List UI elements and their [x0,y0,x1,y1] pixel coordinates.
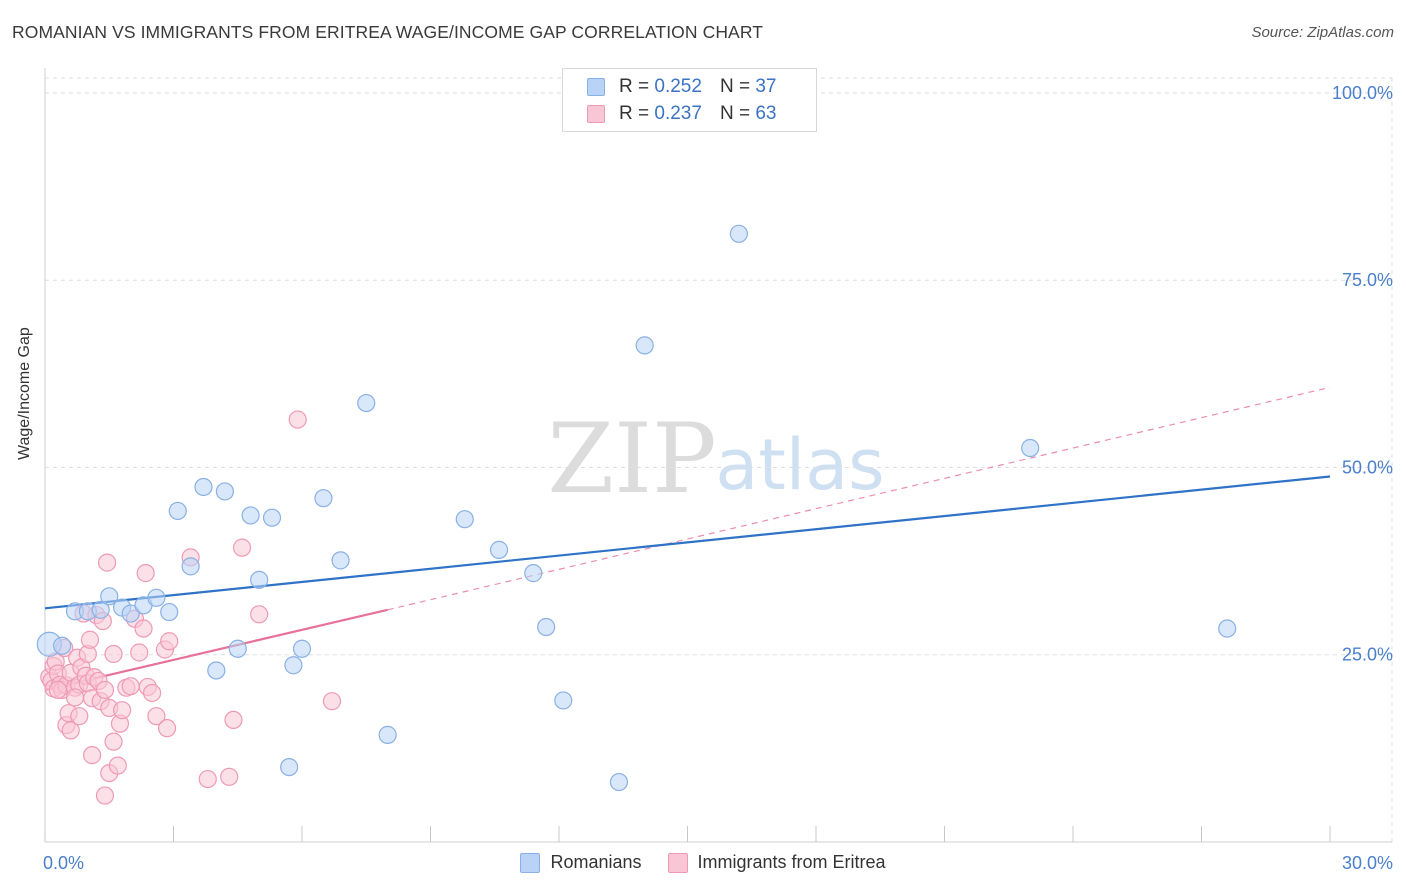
data-point-romanians [635,336,654,355]
data-point-eritrea [61,721,80,740]
legend-r-label: R = [619,76,650,97]
watermark-zip: ZIP [547,403,716,515]
y-tick-label: 50.0% [1342,457,1393,477]
watermark: ZIP atlas [547,403,884,515]
data-point-eritrea [104,732,123,751]
data-point-eritrea [108,756,127,775]
data-point-eritrea [142,683,162,703]
data-point-romanians [53,636,72,655]
legend-r-label: R = [619,103,650,124]
data-point-eritrea [130,643,149,662]
data-point-romanians [207,661,226,680]
legend-swatch-eritrea [587,105,605,123]
correlation-legend: R = 0.252 N = 37 R = 0.237 N = 63 [562,68,817,132]
data-point-eritrea [250,605,269,624]
data-point-romanians [181,557,200,576]
data-point-eritrea [157,719,177,738]
data-point-romanians [489,540,509,559]
data-point-romanians [357,393,376,413]
x-tick-label: 30.0% [1342,853,1393,873]
series-legend-romanians: Romanians [520,852,642,873]
data-points [36,224,1237,805]
data-point-romanians [100,587,119,606]
series-legend-eritrea: Immigrants from Eritrea [667,852,886,873]
y-tick-label: 25.0% [1342,645,1393,665]
legend-r-value-eritrea: 0.237 [654,103,702,124]
legend-n-label: N = [719,103,751,124]
trend-line-eritrea-extended [387,386,1331,611]
data-point-romanians [250,570,269,589]
y-tick-label: 75.0% [1342,270,1393,290]
data-point-romanians [160,602,179,622]
data-point-romanians [215,482,234,501]
legend-swatch-romanians [587,78,605,96]
data-point-romanians [280,757,299,777]
data-point-romanians [524,564,543,583]
series-swatch-eritrea [667,852,688,873]
data-point-eritrea [224,710,243,730]
data-point-romanians [1218,619,1237,638]
chart-title: ROMANIAN VS IMMIGRANTS FROM ERITREA WAGE… [12,22,764,42]
data-point-eritrea [288,410,307,429]
data-point-eritrea [95,786,115,805]
data-point-eritrea [65,688,85,707]
data-point-romanians [537,617,556,637]
data-point-eritrea [98,553,117,572]
axes [44,68,1392,843]
tick-labels: 25.0% 50.0% 75.0% 100.0% 0.0% 30.0% [43,83,1393,873]
data-point-eritrea [220,767,239,786]
data-point-romanians [331,551,350,570]
data-point-eritrea [104,644,123,664]
data-point-romanians [194,477,213,497]
legend-row-eritrea: R = 0.237 N = 63 [587,101,776,127]
x-tick-label: 0.0% [43,853,84,873]
data-point-eritrea [121,677,140,696]
data-point-eritrea [232,538,252,557]
data-point-romanians [228,639,247,658]
legend-n-value-romanians: 37 [755,76,777,97]
data-point-romanians [314,489,333,508]
legend-n-label: N = [719,76,751,97]
legend-row-romanians: R = 0.252 N = 37 [587,74,776,100]
data-point-eritrea [147,707,166,726]
data-point-eritrea [95,680,115,700]
data-point-romanians [292,639,312,658]
y-tick-label: 100.0% [1332,83,1393,103]
data-point-romanians [1021,438,1040,458]
data-point-romanians [147,588,166,607]
data-point-eritrea [83,746,102,765]
data-point-eritrea [48,680,67,700]
data-point-romanians [609,772,629,792]
data-point-romanians [168,501,187,521]
data-point-romanians [378,725,397,744]
data-point-eritrea [136,564,155,583]
data-point-romanians [284,656,303,675]
data-point-eritrea [112,701,132,720]
legend-n-value-eritrea: 63 [755,103,777,124]
legend-r-value-romanians: 0.252 [654,76,702,97]
series-legend-label: Immigrants from Eritrea [697,852,886,872]
data-point-eritrea [160,632,179,651]
series-legend: Romanians Immigrants from Eritrea [0,852,1406,873]
data-point-romanians [262,508,282,527]
data-point-romanians [554,691,573,710]
data-point-romanians [729,224,749,243]
data-point-romanians [455,510,474,529]
data-point-eritrea [70,707,89,726]
data-point-eritrea [134,619,153,638]
data-point-eritrea [322,692,342,711]
series-legend-label: Romanians [550,852,642,872]
data-point-eritrea [80,630,100,649]
source-label: Source: ZipAtlas.com [1251,24,1394,41]
series-swatch-romanians [520,852,541,873]
data-point-romanians [91,600,110,619]
data-point-romanians [121,604,140,623]
data-point-romanians [241,506,260,525]
data-point-eritrea [198,769,217,789]
watermark-atlas: atlas [715,424,884,506]
